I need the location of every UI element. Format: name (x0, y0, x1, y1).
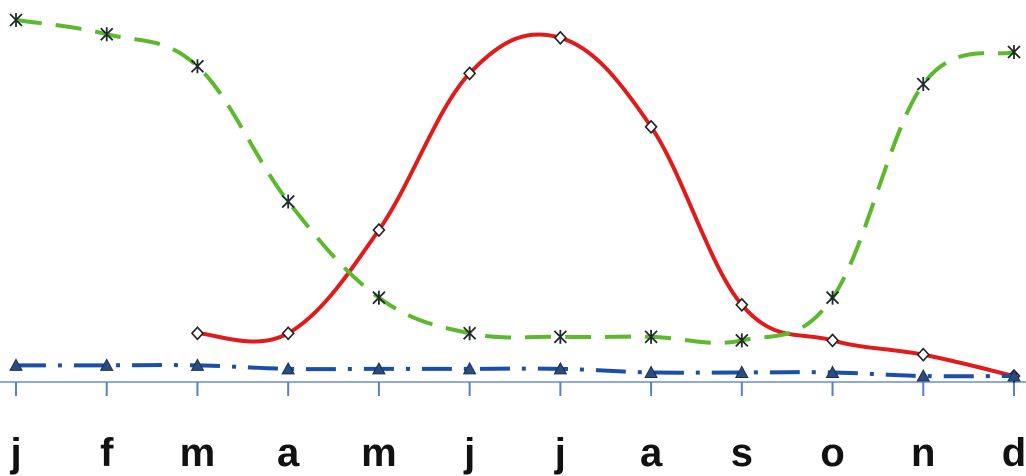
data-point-triangle (644, 365, 658, 378)
data-point-diamond (281, 326, 295, 341)
data-point-asterisk (735, 333, 749, 348)
data-point-diamond (916, 347, 930, 362)
data-point-asterisk (916, 77, 930, 92)
series-2 (9, 13, 1021, 348)
data-point-triangle (190, 358, 205, 371)
x-tick-label: m (180, 431, 216, 475)
data-point-asterisk (100, 27, 114, 42)
x-tick-label: j (554, 431, 566, 475)
x-tick-label: f (100, 431, 114, 475)
data-point-asterisk (1007, 45, 1021, 60)
data-point-diamond (825, 333, 840, 348)
data-point-triangle (1007, 368, 1021, 382)
data-point-triangle (916, 368, 931, 382)
x-tick-label: j (9, 431, 21, 475)
data-point-diamond (190, 326, 205, 341)
x-axis (0, 381, 1026, 396)
x-tick-label: n (911, 431, 935, 475)
data-point-asterisk (825, 290, 840, 305)
data-point-triangle (462, 361, 477, 375)
data-point-diamond (463, 66, 477, 81)
data-point-triangle (9, 358, 23, 371)
x-tick-label: m (361, 431, 397, 475)
data-point-triangle (372, 361, 386, 375)
series-2-line (15, 18, 1015, 345)
data-point-triangle (734, 365, 749, 378)
series-3-line (16, 363, 1015, 379)
data-point-asterisk (553, 329, 568, 344)
data-point-asterisk (281, 194, 295, 209)
data-point-triangle (825, 365, 840, 378)
data-point-diamond (553, 30, 567, 45)
series-1-line (195, 32, 1016, 378)
data-point-triangle (281, 361, 296, 375)
data-point-diamond (644, 119, 658, 134)
x-tick-label: j (463, 431, 475, 475)
data-point-diamond (735, 297, 749, 312)
series-group (9, 13, 1021, 384)
x-tick-label: d (1002, 431, 1026, 475)
data-point-asterisk (462, 326, 477, 341)
x-tick-label: s (731, 431, 753, 475)
series-3 (9, 358, 1021, 382)
x-tick-label: a (277, 431, 300, 475)
data-point-asterisk (644, 329, 658, 344)
data-point-diamond (372, 222, 386, 238)
data-point-triangle (553, 361, 568, 375)
data-point-asterisk (190, 59, 205, 74)
x-tick-label: a (640, 431, 663, 475)
data-point-triangle (99, 358, 114, 371)
data-point-asterisk (372, 290, 386, 305)
series-1 (190, 30, 1021, 384)
data-point-asterisk (9, 13, 23, 27)
x-tick-label: o (820, 431, 844, 475)
